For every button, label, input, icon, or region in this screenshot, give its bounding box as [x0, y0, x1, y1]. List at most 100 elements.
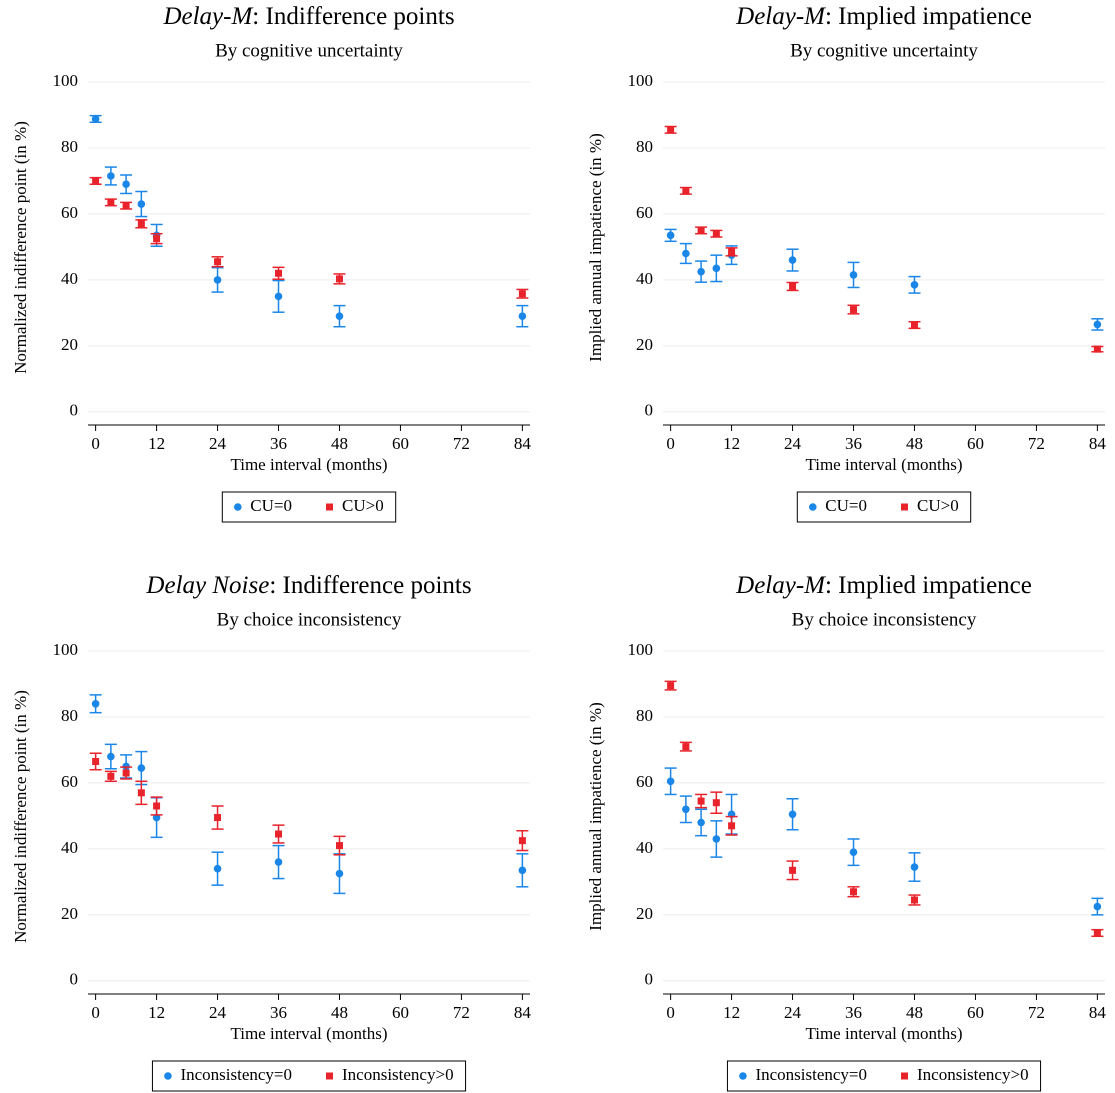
y-tick-label: 80 — [636, 137, 653, 156]
y-tick-label: 40 — [61, 838, 78, 857]
point — [335, 275, 343, 283]
x-tick-label: 84 — [514, 1003, 532, 1022]
point — [910, 863, 919, 871]
legend-box — [726, 1060, 1042, 1092]
point — [275, 830, 283, 838]
point — [910, 896, 918, 904]
point — [214, 814, 222, 822]
legend-item: Inconsistency=0 — [739, 1065, 867, 1084]
x-tick-label: 12 — [723, 1003, 740, 1022]
point — [275, 269, 283, 277]
point — [1093, 345, 1101, 353]
chart-title: Delay Noise: Indifference points — [145, 572, 471, 599]
y-tick-label: 100 — [628, 71, 654, 90]
x-tick-label: 72 — [453, 434, 470, 453]
point — [789, 282, 797, 290]
point — [682, 249, 690, 258]
legend-label: Inconsistency=0 — [180, 1065, 292, 1084]
chart-subtitle: By choice inconsistency — [792, 609, 977, 630]
chart-subtitle: By cognitive uncertainty — [215, 40, 403, 61]
x-tick-label: 60 — [967, 1003, 984, 1022]
y-tick-label: 40 — [636, 269, 653, 288]
point — [274, 292, 283, 301]
point — [107, 752, 115, 761]
point — [518, 866, 527, 875]
point — [849, 848, 858, 856]
x-tick-label: 60 — [392, 1003, 409, 1022]
point — [137, 220, 145, 228]
x-tick-label: 24 — [784, 434, 802, 453]
point — [910, 281, 919, 289]
point — [335, 869, 344, 878]
x-tick-label: 36 — [270, 434, 287, 453]
x-axis-label: Time interval (months) — [805, 455, 962, 474]
point — [518, 837, 526, 845]
x-axis-label: Time interval (months) — [805, 1024, 962, 1043]
x-tick-label: 36 — [845, 434, 862, 453]
point — [849, 271, 858, 279]
y-tick-label: 40 — [636, 838, 653, 857]
point — [712, 835, 721, 843]
point — [1093, 902, 1102, 911]
legend-item: Inconsistency>0 — [901, 1065, 1029, 1084]
point — [122, 202, 130, 210]
point — [697, 267, 705, 276]
x-tick-label: 84 — [514, 434, 532, 453]
y-tick-label: 100 — [53, 640, 79, 659]
chart-subtitle: By cognitive uncertainty — [790, 40, 978, 61]
x-tick-label: 48 — [906, 434, 923, 453]
y-tick-label: 60 — [636, 772, 653, 791]
point — [122, 180, 130, 189]
point — [92, 757, 100, 765]
chart-title: Delay-M: Implied impatience — [735, 572, 1032, 599]
y-tick-label: 80 — [636, 706, 653, 725]
x-tick-label: 12 — [148, 1003, 165, 1022]
panel: Delay-M: Indifference points By cognitive… — [11, 3, 532, 523]
legend: Inconsistency=0 Inconsistency>0 — [151, 1060, 467, 1092]
legend-item: CU=0 — [808, 496, 867, 515]
x-tick-label: 24 — [209, 1003, 227, 1022]
y-tick-label: 80 — [61, 137, 78, 156]
y-tick-label: 40 — [61, 269, 78, 288]
point — [92, 177, 100, 185]
x-tick-label: 84 — [1089, 1003, 1107, 1022]
point — [274, 858, 283, 866]
x-tick-label: 12 — [723, 434, 740, 453]
chart-title: Delay-M: Indifference points — [162, 3, 454, 30]
point — [697, 797, 705, 805]
point — [788, 810, 797, 819]
point — [682, 743, 690, 751]
legend-label: CU>0 — [917, 496, 959, 515]
y-tick-label: 80 — [61, 706, 78, 725]
legend-item: Inconsistency=0 — [164, 1065, 292, 1084]
x-tick-label: 36 — [270, 1003, 287, 1022]
y-tick-label: 20 — [61, 904, 78, 923]
legend-label: CU=0 — [250, 496, 292, 515]
legend: CU=0 CU>0 — [221, 491, 397, 523]
point — [789, 866, 797, 874]
x-tick-label: 24 — [784, 1003, 802, 1022]
x-tick-label: 0 — [91, 434, 100, 453]
y-axis-label: Implied annual impatience (in %) — [586, 133, 605, 361]
legend-label: Inconsistency=0 — [755, 1065, 867, 1084]
point — [518, 290, 526, 298]
legend-item: CU=0 — [233, 496, 292, 515]
point — [122, 769, 130, 777]
legend-item: Inconsistency>0 — [326, 1065, 454, 1084]
point — [910, 321, 918, 329]
y-tick-label: 0 — [70, 401, 79, 420]
point — [137, 789, 145, 797]
point — [697, 818, 705, 827]
point — [335, 312, 344, 320]
legend-marker — [164, 1072, 172, 1080]
x-axis-label: Time interval (months) — [230, 1024, 387, 1043]
x-tick-label: 60 — [392, 434, 409, 453]
y-tick-label: 60 — [61, 772, 78, 791]
y-axis-label: Normalized indifference point (in %) — [11, 121, 30, 374]
x-tick-label: 72 — [1028, 1003, 1045, 1022]
x-tick-label: 0 — [666, 1003, 675, 1022]
panel: Delay Noise: Indifference points By choic… — [11, 572, 532, 1092]
y-tick-label: 0 — [645, 970, 654, 989]
y-axis-label: Implied annual impatience (in %) — [586, 702, 605, 930]
